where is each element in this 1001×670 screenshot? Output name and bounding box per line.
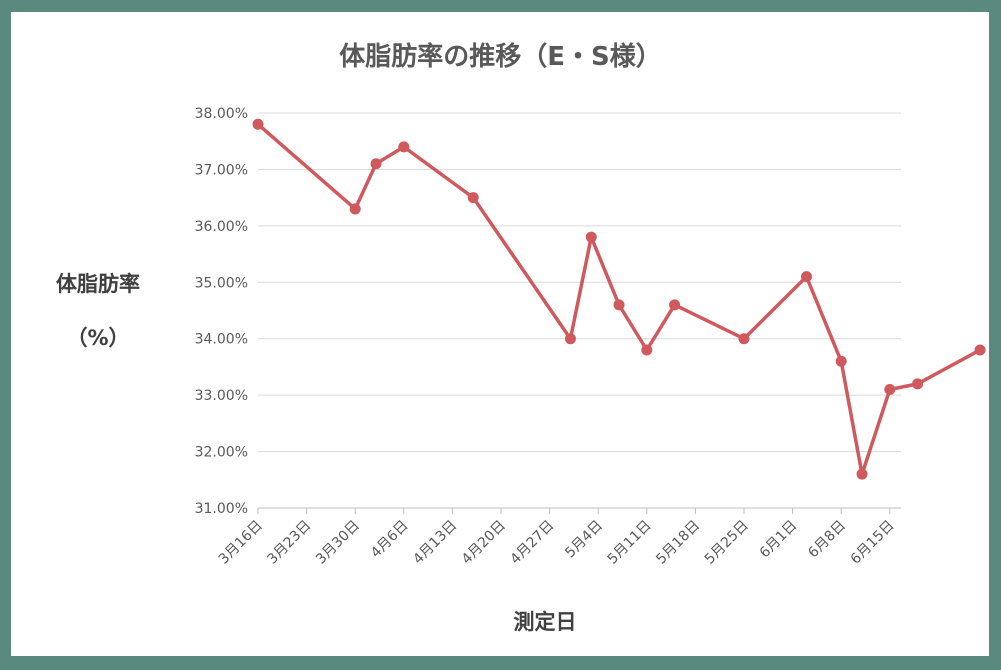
x-tick-label: 3月30日: [313, 518, 363, 568]
x-tick-label: 5月4日: [562, 518, 606, 562]
x-tick-label: 4月27日: [507, 518, 557, 568]
x-axis-label: 測定日: [513, 610, 577, 634]
x-tick-label: 5月18日: [653, 518, 703, 568]
data-point: [738, 333, 750, 345]
x-tick-label: 4月13日: [410, 518, 460, 568]
y-tick-labels: 38.00% 37.00% 36.00% 35.00% 34.00% 33.00% 32.0…: [195, 106, 248, 517]
x-tick-label: 6月1日: [757, 518, 801, 562]
data-point: [252, 118, 264, 130]
y-tick-label: 36.00%: [195, 219, 248, 235]
data-point: [467, 192, 479, 204]
x-tick-label: 4月20日: [459, 518, 509, 568]
x-tick-label: 3月16日: [216, 518, 266, 568]
data-point: [912, 378, 924, 390]
y-tick-label: 35.00%: [195, 275, 248, 291]
y-axis-label-line2: （%）: [66, 326, 130, 350]
data-series: [252, 118, 986, 480]
x-tick-label: 5月25日: [702, 518, 752, 568]
data-point: [974, 344, 986, 356]
data-point: [398, 141, 410, 153]
data-point: [585, 231, 597, 243]
data-point: [370, 158, 382, 170]
chart-title: 体脂肪率の推移（E・S様）: [339, 42, 662, 72]
y-axis-label-line1: 体脂肪率: [56, 272, 140, 296]
y-tick-label: 38.00%: [195, 106, 248, 122]
data-point: [564, 333, 576, 345]
y-tick-label: 34.00%: [195, 332, 248, 348]
data-point: [856, 468, 868, 480]
data-point: [613, 299, 625, 311]
y-tick-label: 32.00%: [195, 445, 248, 461]
data-point: [884, 384, 896, 395]
data-point: [669, 299, 681, 311]
x-tick-label: 5月11日: [605, 518, 655, 568]
y-tick-label: 31.00%: [195, 501, 248, 517]
data-point: [800, 271, 812, 283]
data-point: [835, 355, 847, 367]
gridlines: [257, 112, 901, 514]
y-tick-label: 33.00%: [195, 388, 248, 404]
x-tick-label: 6月8日: [805, 518, 849, 562]
y-tick-label: 37.00%: [195, 162, 248, 178]
x-tick-label: 3月23日: [264, 518, 314, 568]
x-tick-label: 6月15日: [848, 518, 898, 568]
data-point: [641, 344, 653, 356]
series-line: [256, 122, 981, 476]
x-tick-label: 4月6日: [368, 518, 412, 562]
data-point: [349, 203, 361, 215]
chart-panel: [11, 12, 989, 656]
